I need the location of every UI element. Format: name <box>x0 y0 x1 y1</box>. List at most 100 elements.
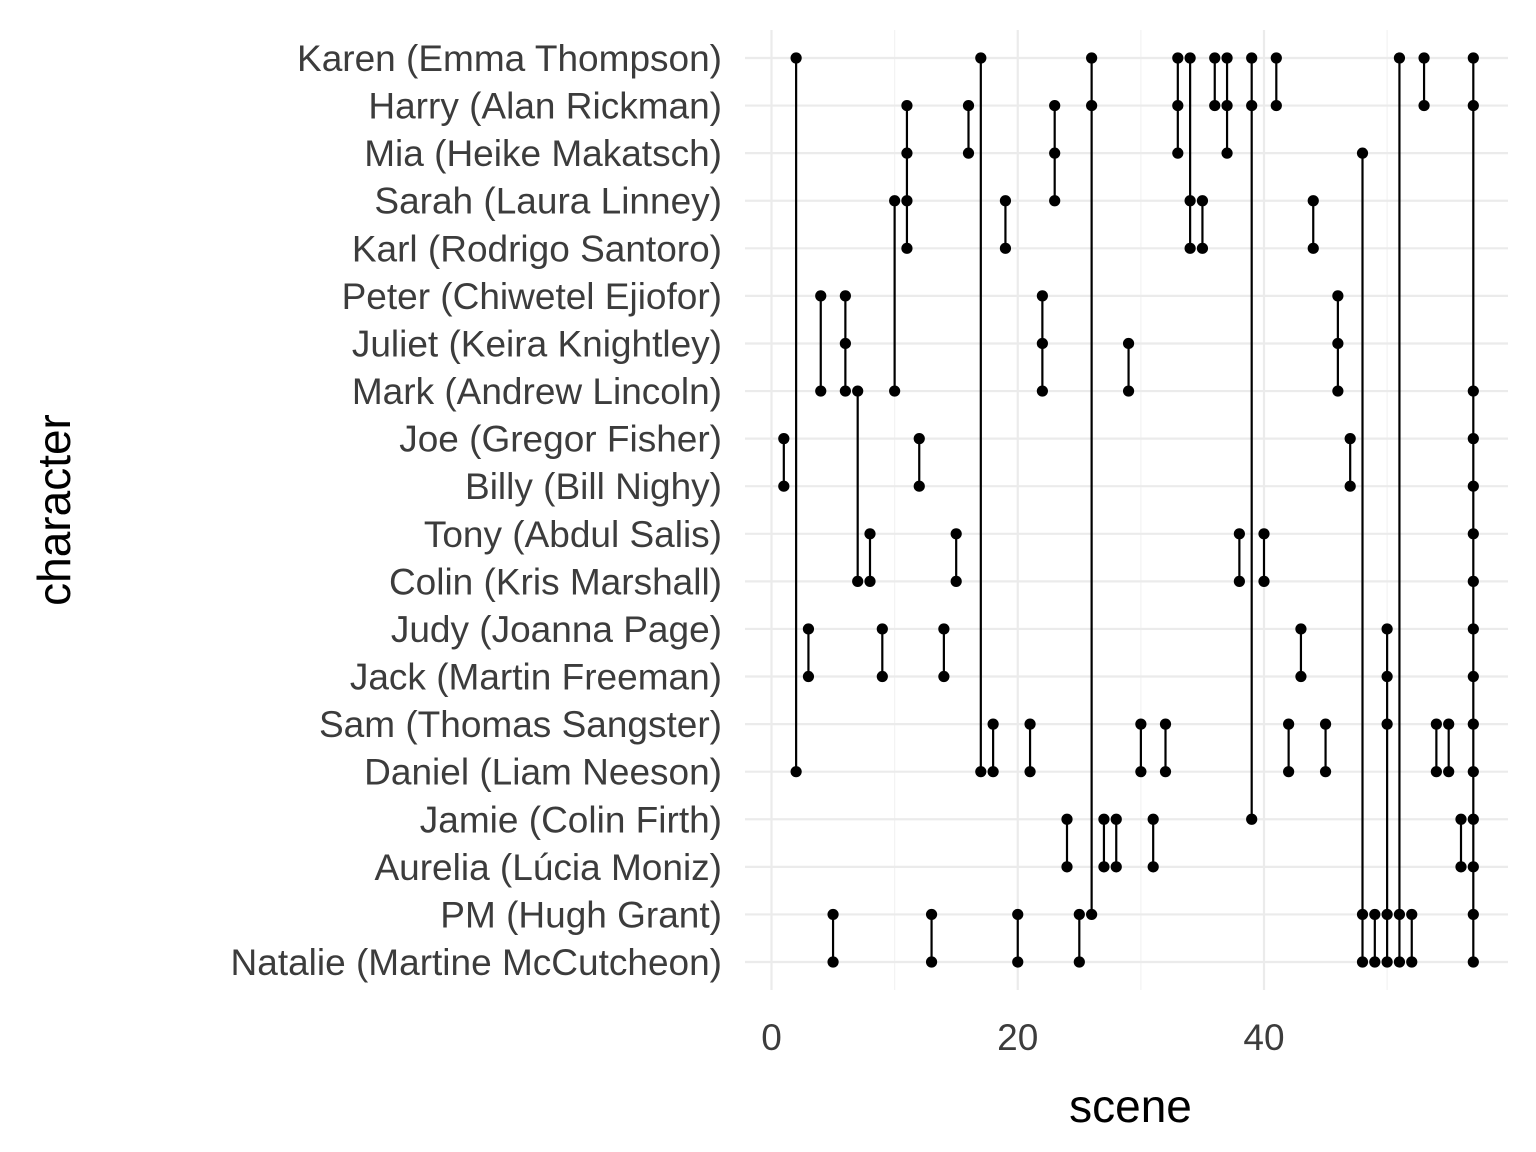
scene-segments <box>782 58 1475 962</box>
scene-point <box>1467 766 1479 778</box>
scene-point <box>1098 861 1110 873</box>
scene-point <box>913 433 925 445</box>
scene-point <box>1467 908 1479 921</box>
scene-point <box>925 956 938 968</box>
y-tick-label: Karl (Rodrigo Santoro) <box>352 228 722 269</box>
scene-point <box>1012 908 1024 921</box>
y-tick-label: Colin (Kris Marshall) <box>389 561 722 602</box>
y-axis-title: character <box>28 414 80 606</box>
scene-point <box>1467 575 1479 587</box>
scene-point <box>999 195 1012 207</box>
scene-point <box>1393 52 1406 64</box>
axis-tick-labels: Karen (Emma Thompson) Harry (Alan Rickman… <box>231 38 1285 1058</box>
scene-point <box>1086 99 1098 112</box>
scene-point <box>1455 861 1467 873</box>
scene-point <box>1209 52 1221 64</box>
scene-point <box>876 670 888 683</box>
scene-point <box>839 385 851 397</box>
scene-point <box>1406 908 1418 921</box>
scene-point <box>1381 956 1393 968</box>
scene-point <box>1443 718 1455 730</box>
scene-point <box>1135 766 1147 778</box>
scene-point <box>1332 290 1344 302</box>
y-tick-label: Mark (Andrew Lincoln) <box>352 371 722 412</box>
scene-point <box>1073 956 1085 968</box>
scene-point <box>1270 99 1282 112</box>
scene-point <box>1455 813 1467 825</box>
scene-point <box>802 670 815 683</box>
scene-point <box>827 956 839 968</box>
x-tick-label: 40 <box>1243 1017 1284 1058</box>
scene-points <box>778 52 1479 968</box>
scene-point <box>864 575 876 587</box>
scene-point <box>1135 718 1147 730</box>
scene-point <box>1283 718 1295 730</box>
x-axis-title: scene <box>1069 1080 1192 1132</box>
scene-point <box>1221 147 1233 159</box>
scene-point <box>1159 718 1172 730</box>
scene-point <box>1012 956 1024 968</box>
scene-point <box>901 99 913 112</box>
scene-point <box>1381 908 1393 921</box>
scene-point <box>790 766 802 778</box>
scene-point <box>1467 670 1479 683</box>
scene-point <box>1086 908 1098 921</box>
x-tick-label: 20 <box>997 1017 1038 1058</box>
scene-point <box>1172 99 1184 112</box>
scene-point <box>1381 718 1393 730</box>
scene-point <box>901 242 913 254</box>
scene-point <box>1049 99 1061 112</box>
scene-point <box>1233 575 1245 587</box>
scene-point <box>1061 861 1073 873</box>
scene-point <box>1369 956 1381 968</box>
scene-point <box>1467 956 1479 968</box>
y-tick-label: Sam (Thomas Sangster) <box>319 704 722 745</box>
y-tick-label: Peter (Chiwetel Ejiofor) <box>342 276 722 317</box>
scene-point <box>913 480 925 492</box>
y-tick-label: Sarah (Laura Linney) <box>374 181 722 222</box>
scene-point <box>1467 52 1479 64</box>
scene-point <box>1356 908 1369 921</box>
scene-point <box>1270 52 1282 64</box>
scene-point <box>1467 385 1479 397</box>
scene-point <box>1406 956 1418 968</box>
scene-point <box>938 623 950 635</box>
scene-point <box>1332 337 1344 350</box>
scene-point <box>778 433 790 445</box>
scene-point <box>1467 480 1479 492</box>
scene-point <box>1122 337 1135 350</box>
scene-point <box>1356 956 1369 968</box>
scene-point <box>1184 195 1196 207</box>
scene-point <box>1036 385 1048 397</box>
scene-point <box>1467 623 1479 635</box>
scene-point <box>987 766 999 778</box>
scene-point <box>839 290 851 302</box>
scene-point <box>852 575 864 587</box>
y-tick-label: Tony (Abdul Salis) <box>424 514 722 555</box>
scene-point <box>901 147 913 159</box>
y-tick-label: Mia (Heike Makatsch) <box>364 133 722 174</box>
scene-point <box>938 670 950 683</box>
scene-point <box>876 623 888 635</box>
scene-point <box>1172 147 1184 159</box>
scene-point <box>1467 813 1479 825</box>
y-tick-label: Joe (Gregor Fisher) <box>399 419 722 460</box>
scene-point <box>1110 861 1122 873</box>
scene-point <box>1073 908 1085 921</box>
scene-point <box>1332 385 1344 397</box>
y-tick-label: Aurelia (Lúcia Moniz) <box>374 847 722 888</box>
scene-point <box>1246 99 1258 112</box>
scene-point <box>1061 813 1073 825</box>
scene-point <box>1086 52 1098 64</box>
scene-point <box>1147 813 1159 825</box>
scene-point <box>1467 99 1479 112</box>
scene-point <box>1467 861 1479 873</box>
scene-point <box>1209 99 1221 112</box>
y-tick-label: Jack (Martin Freeman) <box>350 657 722 698</box>
x-tick-label: 0 <box>761 1017 782 1058</box>
scene-point <box>1467 433 1479 445</box>
scene-point <box>1172 52 1184 64</box>
scene-point <box>1098 813 1110 825</box>
scene-point <box>1221 99 1233 112</box>
scene-point <box>1381 670 1393 683</box>
